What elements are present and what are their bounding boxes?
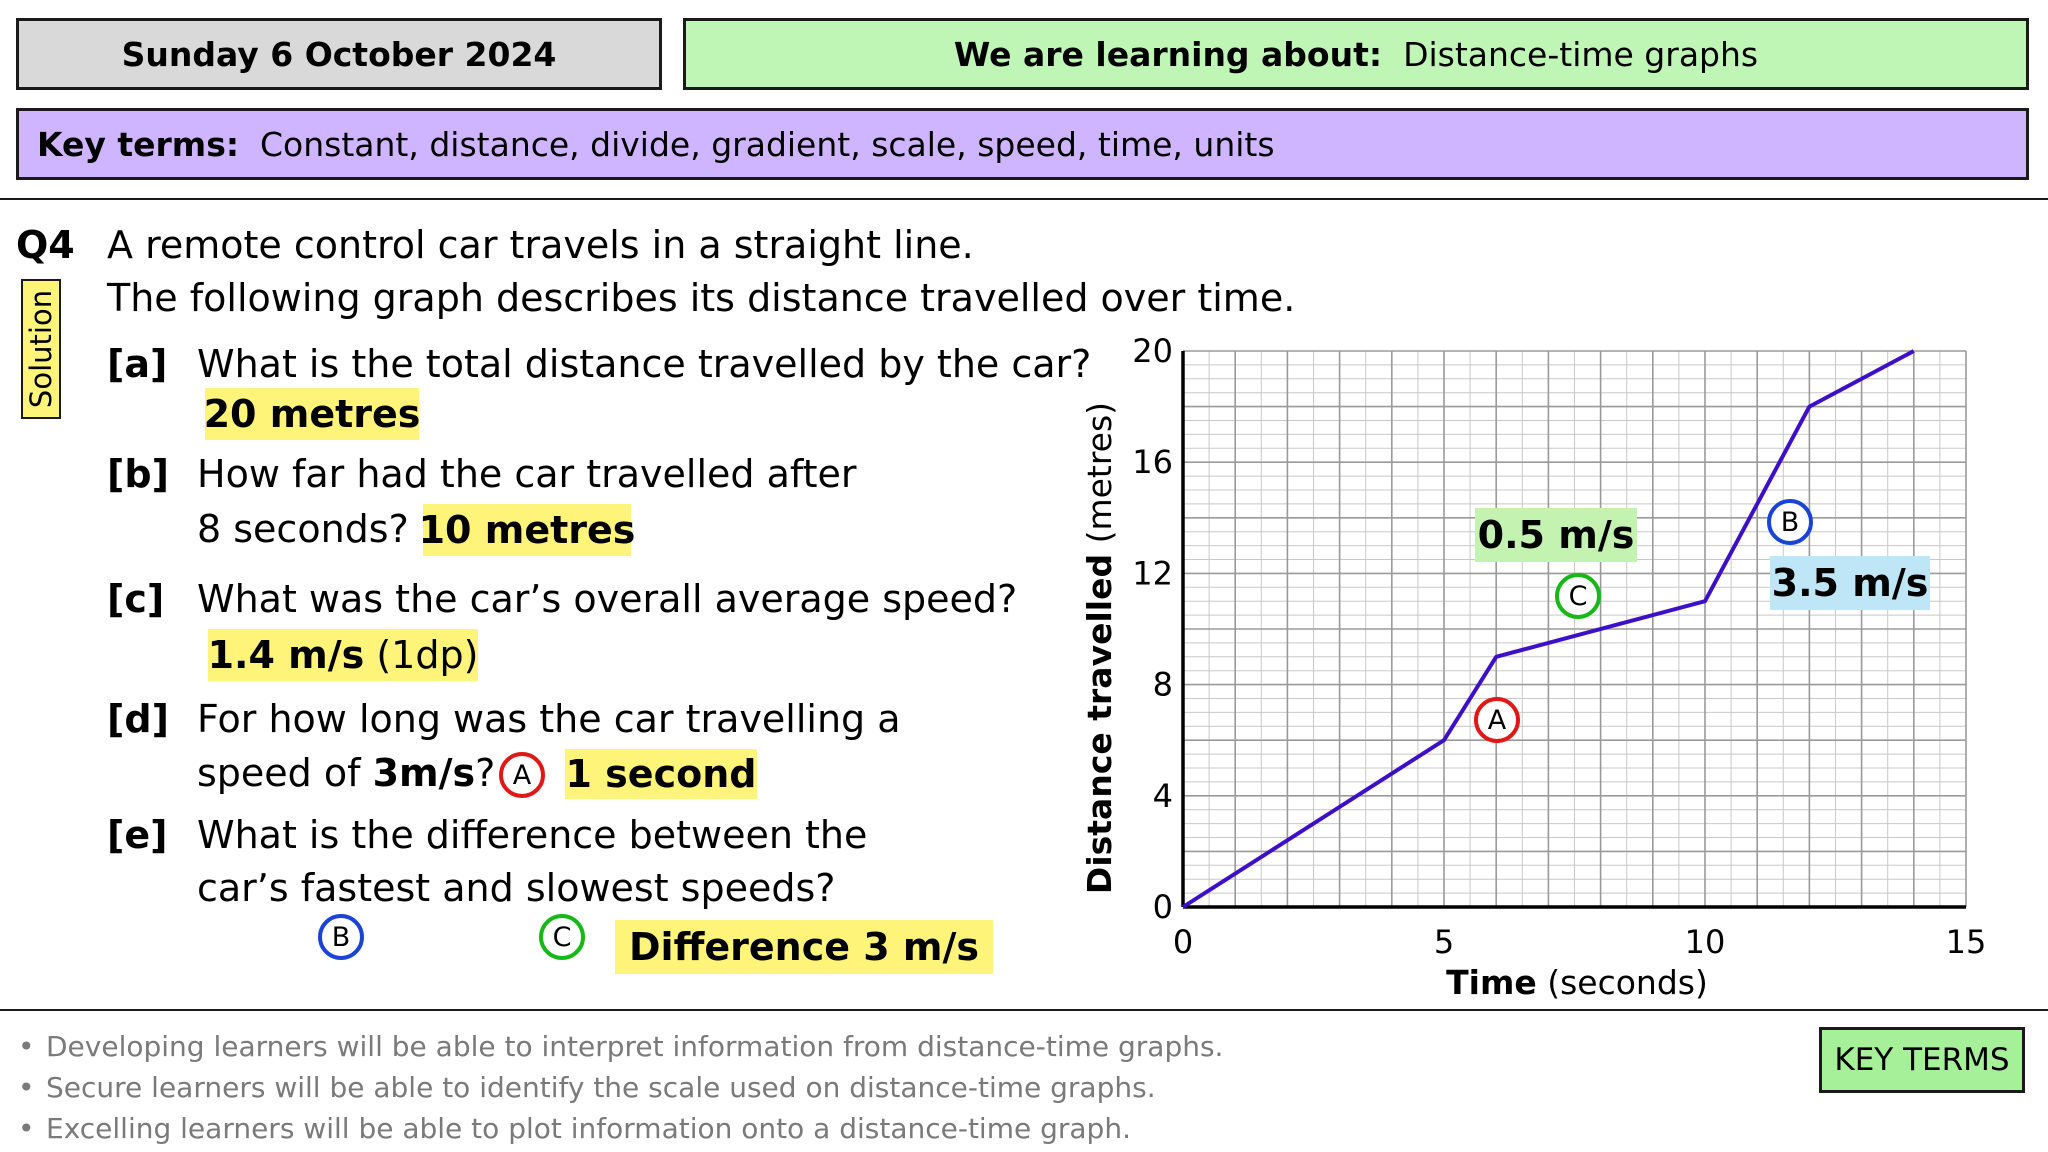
bottom-divider [0,1009,2048,1011]
objective-excelling: • Excelling learners will be able to plot… [18,1112,1131,1145]
learning-topic: Distance-time graphs [1403,34,1759,74]
key-terms-label: Key terms: [37,124,240,164]
objective-developing: • Developing learners will be able to int… [18,1030,1224,1063]
part-c-answer: 1.4 m/s (1dp) [208,629,478,681]
part-b-question-line2: 8 seconds? [197,507,409,551]
y-tick-label: 20 [1132,332,1173,370]
part-a-label: [a] [107,342,168,386]
x-tick-label: 15 [1946,923,1987,961]
tick-labels: 0 5 10 15 0 4 8 12 16 20 [1132,332,1986,961]
x-tick-label: 0 [1173,923,1193,961]
learning-objective-banner: We are learning about: Distance-time gra… [683,18,2029,90]
y-tick-label: 8 [1153,666,1173,704]
grid-major [1182,350,1967,908]
objective-secure: • Secure learners will be able to identif… [18,1071,1156,1104]
marker-c-letter: C [552,921,572,953]
date-banner: Sunday 6 October 2024 [16,18,662,90]
graph-marker-b-letter: B [1780,506,1800,538]
y-axis-title: Distance travelled (metres) [1080,402,1119,894]
objective-developing-text: Developing learners will be able to inte… [46,1030,1224,1063]
solution-tab[interactable]: Solution [21,279,61,419]
part-c-question: What was the car’s overall average speed… [197,577,1018,621]
part-c-answer-value: 1.4 m/s [207,633,365,677]
part-c-answer-note: (1dp) [376,633,479,677]
part-e-answer: Difference 3 m/s [615,920,993,974]
top-divider [0,198,2048,200]
x-tick-label: 10 [1685,923,1726,961]
y-tick-label: 12 [1132,554,1173,592]
axes [1181,351,1966,909]
key-terms-banner: Key terms: Constant, distance, divide, g… [16,108,2029,180]
part-d-question-line1: For how long was the car travelling a [197,697,901,741]
graph-marker-a-letter: A [1487,704,1507,736]
key-terms-list: Constant, distance, divide, gradient, sc… [260,124,1275,164]
graph-marker-c: C [1555,573,1601,619]
part-e-question-line2: car’s fastest and slowest speeds? [197,866,836,910]
date-text: Sunday 6 October 2024 [121,34,557,74]
y-tick-label: 4 [1153,777,1173,815]
part-d-text-post: ? [475,751,496,795]
objective-excelling-text: Excelling learners will be able to plot … [46,1112,1131,1145]
x-tick-label: 5 [1434,923,1454,961]
part-d-answer: 1 second [565,749,757,799]
objective-secure-text: Secure learners will be able to identify… [46,1071,1156,1104]
part-a-question: What is the total distance travelled by … [197,342,1092,386]
graph-marker-c-letter: C [1568,580,1588,612]
marker-b-letter: B [331,921,351,953]
graph-marker-a: A [1474,697,1520,743]
question-intro-line2: The following graph describes its distan… [107,276,1296,320]
marker-b-circle: B [318,914,364,960]
question-number: Q4 [16,223,75,267]
y-tick-label: 0 [1153,888,1173,926]
question-intro-line1: A remote control car travels in a straig… [107,223,974,267]
marker-c-circle: C [539,914,585,960]
y-tick-label: 16 [1132,443,1173,481]
solution-tab-label: Solution [24,289,58,409]
grid-minor [1182,350,1967,908]
part-c-label: [c] [107,577,165,621]
speed-label-b: 3.5 m/s [1770,556,1930,610]
part-a-answer: 20 metres [204,388,420,440]
part-b-question-line1: How far had the car travelled after [197,452,857,496]
graph-marker-b: B [1767,499,1813,545]
part-d-text-pre: speed of [197,751,373,795]
x-axis-title: Time (seconds) [1446,963,1708,1002]
marker-a-circle: A [499,752,545,798]
part-d-text-speed: 3m/s [372,751,476,795]
learning-label: We are learning about: [953,34,1383,74]
series-line-distance [1181,349,1915,909]
part-d-question-line2: speed of 3m/s? [197,754,495,792]
key-terms-button[interactable]: KEY TERMS [1819,1027,2025,1093]
part-d-label: [d] [107,697,169,741]
part-e-label: [e] [107,813,168,857]
marker-a-letter: A [512,759,532,791]
speed-label-c: 0.5 m/s [1475,508,1637,562]
part-e-question-line1: What is the difference between the [197,813,868,857]
part-b-label: [b] [107,452,169,496]
part-b-answer: 10 metres [419,504,635,556]
key-terms-button-label: KEY TERMS [1834,1042,2010,1078]
